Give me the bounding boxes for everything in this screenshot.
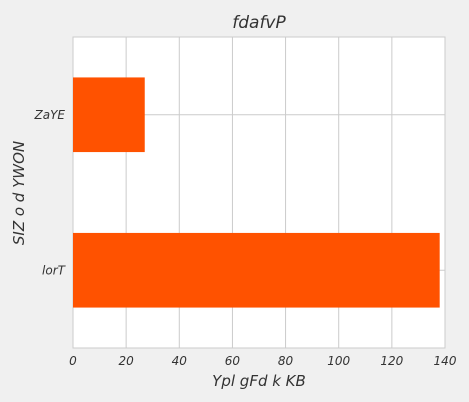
x-axis-label: Ypl gFd k KB (212, 372, 306, 390)
y-tick-labels: lorT ZaYE (34, 108, 67, 278)
x-tick-label: 120 (380, 354, 403, 368)
bar-ZaYE (73, 77, 145, 153)
chart-title: fdafvP (232, 13, 286, 33)
x-tick-label: 100 (327, 354, 350, 368)
x-tick-label: 60 (225, 354, 241, 368)
x-tick-label: 80 (278, 354, 294, 368)
bar-lorT (73, 232, 440, 308)
bars (73, 77, 440, 308)
y-tick-label: lorT (42, 263, 67, 277)
x-tick-labels: 0 20 40 60 80 100 120 140 (69, 354, 457, 368)
y-axis-label: SIZ o d YWON (10, 141, 28, 245)
x-tick-label: 0 (69, 354, 77, 368)
x-tick-label: 40 (172, 354, 188, 368)
x-tick-label: 140 (434, 354, 457, 368)
y-tick-label: ZaYE (34, 108, 66, 122)
x-tick-label: 20 (119, 354, 135, 368)
